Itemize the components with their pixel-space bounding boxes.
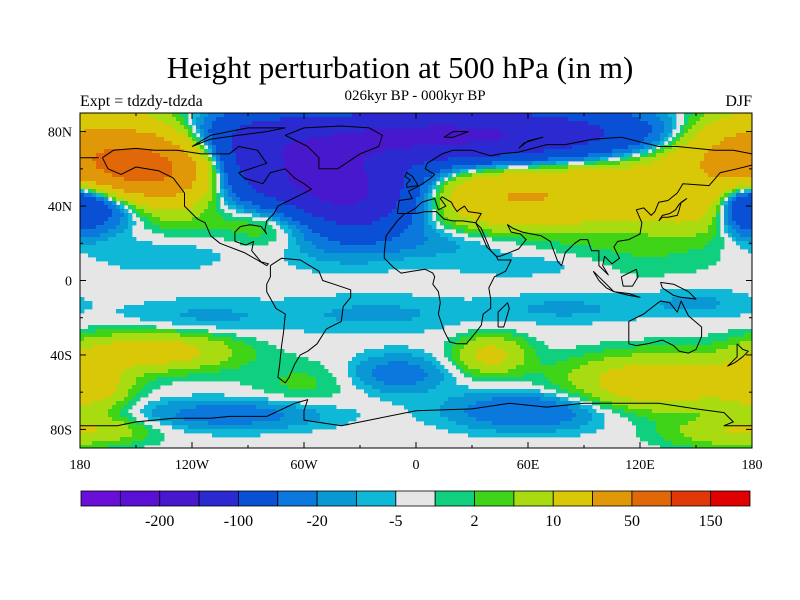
coastline-1 xyxy=(284,125,383,170)
colorbar-box xyxy=(80,490,121,507)
coastline-19 xyxy=(518,136,544,149)
y-tick-label: 0 xyxy=(65,275,72,290)
colorbar-label: -20 xyxy=(306,513,327,530)
coastline-10 xyxy=(658,198,688,222)
coastline-18 xyxy=(443,131,469,138)
x-tick-label: 60W xyxy=(290,458,318,473)
coastline-7 xyxy=(497,302,510,328)
coastline-5 xyxy=(397,164,752,276)
coastline-13 xyxy=(613,291,641,298)
map-axes: 180 120W 60W 0 60E 120E 180 80N 40N 0 40S 80S xyxy=(48,113,763,473)
coastline-8 xyxy=(628,300,703,354)
colorbar-box xyxy=(316,490,357,507)
experiment-label: Expt = tdzdy-tdzda xyxy=(80,93,203,110)
coastline-0 xyxy=(101,146,312,267)
plot-subtitle: 026kyr BP - 000kyr BP xyxy=(344,88,486,104)
coastlines xyxy=(80,125,752,427)
colorbar-label: 10 xyxy=(545,513,561,530)
x-tick-label: 0 xyxy=(413,458,420,473)
colorbar-box xyxy=(552,490,593,507)
colorbar-box xyxy=(670,490,712,507)
colorbar-label: -100 xyxy=(224,513,253,530)
colorbar-box xyxy=(474,490,515,507)
coastline-2 xyxy=(266,257,352,384)
coastline-11 xyxy=(404,172,419,188)
coastline-17 xyxy=(191,127,286,147)
colorbar-box xyxy=(238,490,279,507)
x-tick-label: 120E xyxy=(625,458,655,473)
coastline-3 xyxy=(396,136,752,214)
colorbar-box xyxy=(119,490,161,507)
colorbar-box xyxy=(159,490,200,507)
season-label: DJF xyxy=(725,93,752,110)
colorbar-box xyxy=(277,490,318,507)
y-tick-label: 40N xyxy=(48,200,72,215)
y-tick-label: 80N xyxy=(48,126,72,141)
y-tick-label: 80S xyxy=(50,423,72,438)
colorbar-label: 50 xyxy=(624,513,640,530)
coastline-9 xyxy=(727,343,749,367)
colorbar-box xyxy=(513,490,554,507)
colorbar-box xyxy=(592,490,633,507)
colorbar-label: 2 xyxy=(471,513,479,530)
colorbar-box xyxy=(356,490,397,507)
colorbar-box xyxy=(710,490,751,507)
coastline-15 xyxy=(660,281,697,300)
coastline-14 xyxy=(620,268,639,287)
coastline-6 xyxy=(383,211,512,345)
x-tick-label: 60E xyxy=(517,458,540,473)
coastline-16 xyxy=(80,399,752,427)
colorbar-label: -200 xyxy=(145,513,174,530)
x-tick-label: 180 xyxy=(70,458,91,473)
colorbar-box xyxy=(198,490,239,507)
x-tick-label: 120W xyxy=(175,458,210,473)
colorbar-label: -5 xyxy=(389,513,402,530)
plot-title: Height perturbation at 500 hPa (in m) xyxy=(166,50,634,85)
y-tick-label: 40S xyxy=(50,349,72,364)
height-field xyxy=(80,113,752,448)
x-tick-label: 180 xyxy=(742,458,763,473)
colorbar-label: 150 xyxy=(699,513,723,530)
colorbar-box xyxy=(631,490,672,507)
colorbar-box xyxy=(434,490,475,507)
colorbar: -200 -100 -20 -5 2 10 50 150 xyxy=(80,490,751,530)
colorbar-box xyxy=(395,490,436,507)
